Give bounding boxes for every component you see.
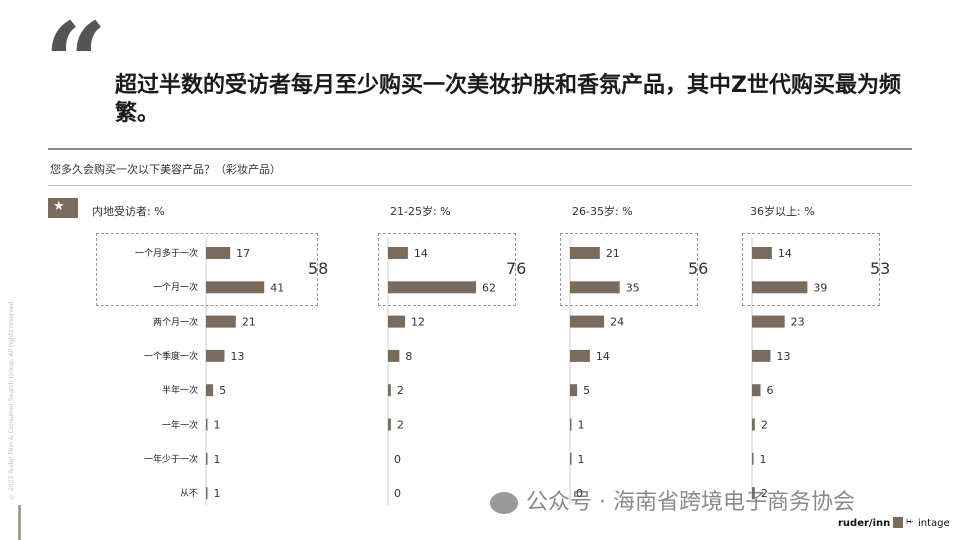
bar-value-label: 1 xyxy=(760,453,767,466)
bar xyxy=(206,452,208,465)
bar-value-label: 8 xyxy=(405,350,412,363)
group-total-value: 56 xyxy=(688,259,709,278)
panel-title: 26-35岁: % xyxy=(572,205,633,218)
group-total-value: 76 xyxy=(506,259,527,278)
accent-bar xyxy=(18,505,21,540)
bar-value-label: 5 xyxy=(583,384,590,397)
bar xyxy=(388,315,406,328)
category-label: 两个月一次 xyxy=(152,317,198,328)
bar-value-label: 2 xyxy=(761,419,768,432)
bar xyxy=(752,315,785,328)
bar-value-label: 14 xyxy=(596,350,610,363)
ruder-finn-logo: ruder/inn xyxy=(838,518,891,529)
category-label: 一年一次 xyxy=(161,420,198,431)
bar xyxy=(206,418,208,431)
bar xyxy=(388,384,391,397)
bar-value-label: 14 xyxy=(414,247,428,260)
bar xyxy=(206,315,236,328)
bar xyxy=(388,349,400,362)
bar xyxy=(752,452,754,465)
bar-value-label: 2 xyxy=(397,384,404,397)
monthly-group-box xyxy=(742,233,880,306)
bar xyxy=(206,247,231,259)
top-divider xyxy=(48,148,912,150)
headline: 超过半数的受访者每月至少购买一次美妆护肤和香氛产品，其中Z世代购买最为频繁。 xyxy=(115,73,901,126)
bar-value-label: 35 xyxy=(626,281,640,294)
bar xyxy=(206,487,208,500)
category-label: 一个季度一次 xyxy=(143,351,198,362)
bar-value-label: 12 xyxy=(411,316,425,329)
bar xyxy=(206,281,265,294)
panel-title: 内地受访者: % xyxy=(92,205,165,218)
category-label: 从不 xyxy=(179,489,198,500)
category-label: 半年一次 xyxy=(161,386,198,397)
china-flag-icon: ★ xyxy=(48,198,78,218)
bar-value-label: 41 xyxy=(270,281,284,294)
monthly-group-box xyxy=(560,233,698,306)
bar-value-label: 0 xyxy=(576,487,583,500)
bar-value-label: 21 xyxy=(606,247,620,260)
bar xyxy=(570,452,572,465)
bar-value-label: 6 xyxy=(767,384,774,397)
bar-value-label: 5 xyxy=(219,384,226,397)
category-label: 一个月多于一次 xyxy=(134,249,198,259)
bar-value-label: 17 xyxy=(236,247,250,260)
bar xyxy=(206,384,214,397)
bar xyxy=(206,349,225,362)
quote-mark-icon: “ xyxy=(44,0,108,127)
bar-value-label: 13 xyxy=(230,350,244,363)
bar-value-label: 2 xyxy=(761,487,768,500)
bar xyxy=(752,281,808,294)
monthly-group-box xyxy=(378,233,516,306)
bar-value-label: 0 xyxy=(394,453,401,466)
panel-title: 21-25岁: % xyxy=(390,205,451,218)
category-label: 一年少于一次 xyxy=(143,454,198,465)
intage-logo: intage xyxy=(918,518,950,529)
bar-value-label: 21 xyxy=(242,316,256,329)
bar xyxy=(388,418,391,431)
panel-title: 36岁以上: % xyxy=(750,205,815,218)
bar-value-label: 2 xyxy=(397,419,404,432)
bar-value-label: 13 xyxy=(776,350,790,363)
survey-question: 您多久会购买一次以下美容产品？（彩妆产品） xyxy=(50,163,281,176)
wechat-icon xyxy=(490,492,518,514)
csg-logo-icon xyxy=(893,517,903,528)
wechat-watermark: 公众号 · 海南省跨境电子商务协会 xyxy=(490,484,855,516)
bar-value-label: 23 xyxy=(791,316,805,329)
bar xyxy=(570,281,620,294)
bar xyxy=(570,384,578,397)
bar-value-label: 39 xyxy=(813,281,827,294)
bar xyxy=(570,315,605,328)
bar xyxy=(752,247,772,259)
bar xyxy=(388,281,477,294)
bar-value-label: 1 xyxy=(214,419,221,432)
bar-value-label: 62 xyxy=(482,281,496,294)
bar xyxy=(570,349,590,362)
bar xyxy=(752,487,755,500)
sub-divider xyxy=(48,185,912,186)
bar-value-label: 24 xyxy=(610,316,624,329)
bar-value-label: 1 xyxy=(578,419,585,432)
bar-value-label: 1 xyxy=(214,487,221,500)
group-total-value: 58 xyxy=(308,259,329,278)
bar-value-label: 14 xyxy=(778,247,792,260)
bar xyxy=(752,384,761,397)
bar xyxy=(570,418,572,431)
bar xyxy=(570,247,600,259)
partner-logo-icon: ꔝ xyxy=(906,517,914,528)
bar xyxy=(752,349,771,362)
bar-value-label: 1 xyxy=(578,453,585,466)
category-label: 一个月一次 xyxy=(152,283,198,294)
monthly-group-box xyxy=(96,233,318,306)
bar xyxy=(752,418,755,431)
bar xyxy=(388,247,408,259)
bar-value-label: 0 xyxy=(394,487,401,500)
group-total-value: 53 xyxy=(870,259,891,278)
watermark-text: 公众号 · 海南省跨境电子商务协会 xyxy=(526,490,855,515)
bar-value-label: 1 xyxy=(214,453,221,466)
